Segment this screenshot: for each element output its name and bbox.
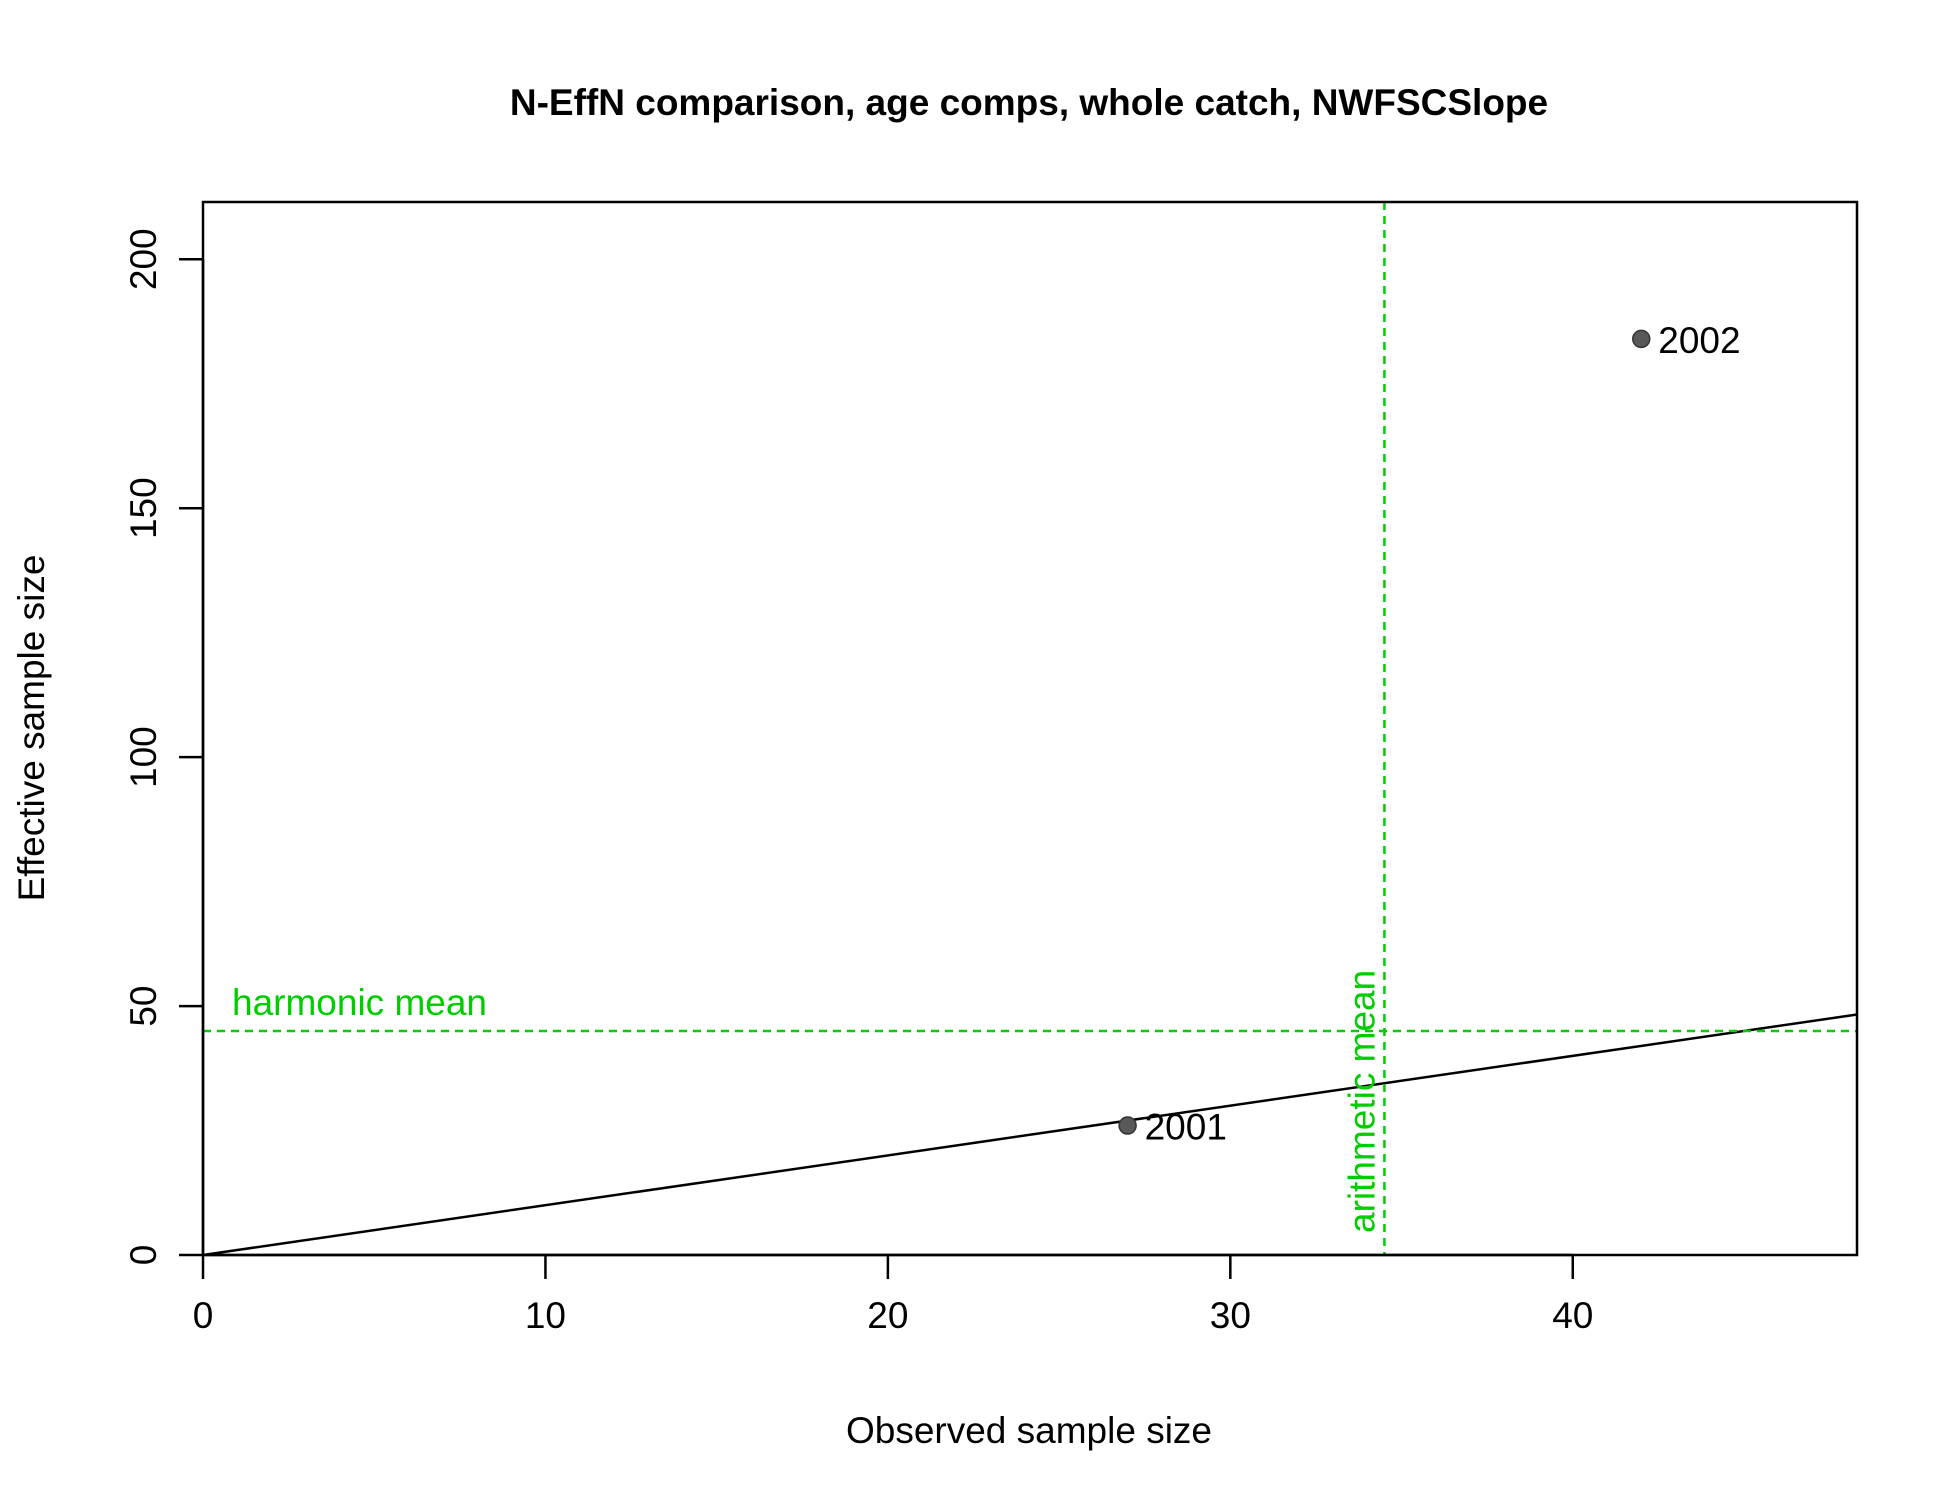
chart-title: N-EffN comparison, age comps, whole catc… (510, 82, 1548, 123)
plot-area: harmonic mean arithmetic mean 2001 2002 (203, 202, 1857, 1255)
y-axis-label: Effective sample size (11, 555, 52, 902)
data-point-2002 (1632, 329, 1651, 349)
x-axis-label: Observed sample size (846, 1410, 1212, 1451)
point-label-2002: 2002 (1658, 320, 1740, 361)
arithmetic-mean-label: arithmetic mean (1341, 970, 1382, 1233)
plot-frame (201, 200, 1859, 1257)
x-tick-label-0: 0 (193, 1295, 214, 1336)
point-label-2001: 2001 (1145, 1107, 1227, 1148)
y-tick-label-100: 100 (123, 726, 164, 788)
y-tick-label-0: 0 (123, 1245, 164, 1266)
data-point-2001 (1118, 1116, 1137, 1135)
one-to-one-line (203, 1013, 1857, 1255)
harmonic-mean-label: harmonic mean (232, 982, 487, 1023)
x-tick-label-40: 40 (1552, 1295, 1593, 1336)
y-tick-label-200: 200 (123, 228, 164, 290)
x-axis: 0 10 20 30 40 (193, 1253, 1593, 1336)
y-tick-label-150: 150 (123, 477, 164, 539)
x-tick-label-30: 30 (1210, 1295, 1251, 1336)
x-tick-label-10: 10 (525, 1295, 566, 1336)
y-axis: 0 50 100 150 200 (123, 228, 205, 1266)
x-tick-label-20: 20 (867, 1295, 908, 1336)
y-tick-label-50: 50 (123, 985, 164, 1026)
